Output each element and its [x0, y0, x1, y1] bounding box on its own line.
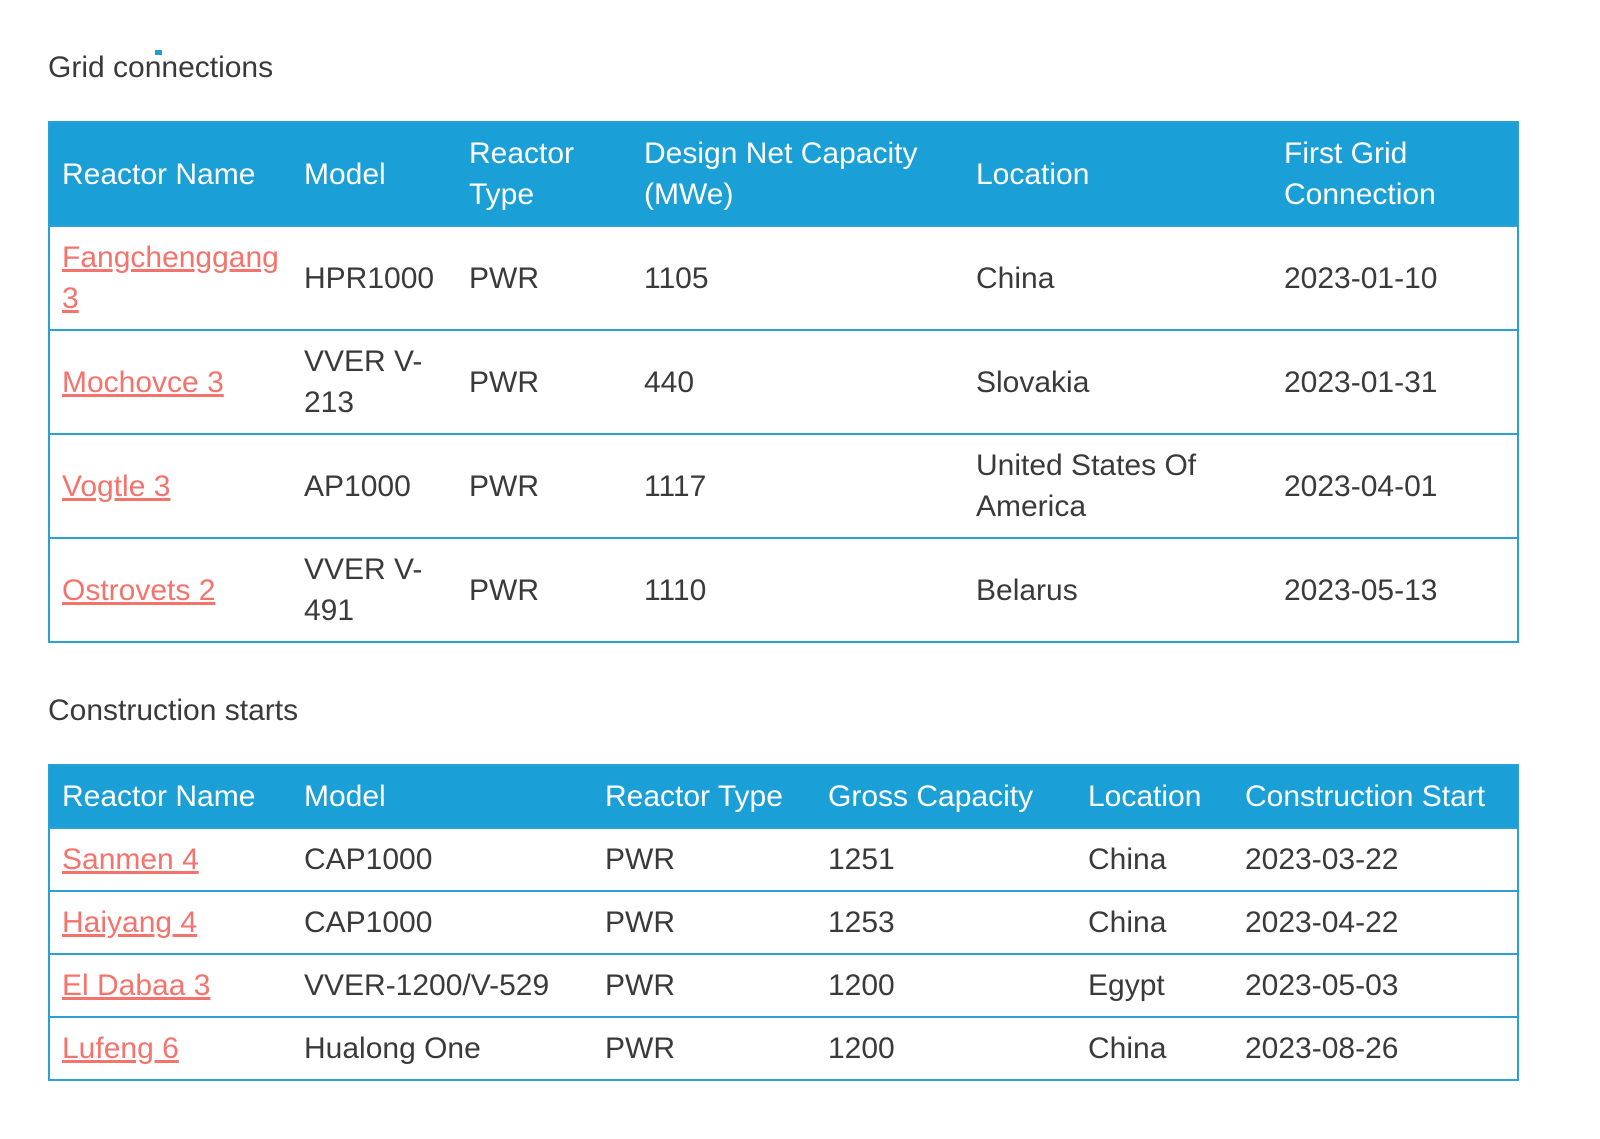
grid-connections-table: Reactor Name Model Reactor Type Design N… [48, 121, 1519, 643]
cell-reactor-name: Mochovce 3 [49, 329, 292, 434]
cell-location: China [1076, 890, 1233, 954]
col-header-construction-start: Construction Start [1233, 765, 1518, 828]
reactor-link[interactable]: Ostrovets 2 [62, 573, 216, 607]
col-header-reactor-name: Reactor Name [49, 765, 292, 828]
cell-date: 2023-04-01 [1272, 433, 1518, 538]
col-header-gross-capacity: Gross Capacity [816, 765, 1076, 828]
table-row: Ostrovets 2 VVER V-491 PWR 1110 Belarus … [49, 537, 1518, 642]
reactor-link[interactable]: Mochovce 3 [62, 365, 224, 399]
header-row: Reactor Name Model Reactor Type Design N… [49, 122, 1518, 226]
cell-capacity: 1200 [816, 1016, 1076, 1080]
grid-connections-table-header: Reactor Name Model Reactor Type Design N… [49, 122, 1518, 226]
cell-capacity: 440 [632, 329, 964, 434]
col-header-design-net-capacity: Design Net Capacity (MWe) [632, 122, 964, 226]
cell-date: 2023-01-10 [1272, 225, 1518, 330]
cell-model: VVER V-491 [292, 537, 457, 642]
grid-connections-heading: Grid connections [48, 51, 274, 84]
cell-date: 2023-05-03 [1233, 953, 1518, 1017]
cell-location: Egypt [1076, 953, 1233, 1017]
cell-date: 2023-03-22 [1233, 827, 1518, 891]
cell-reactor-name: Sanmen 4 [49, 827, 292, 891]
table-row: Vogtle 3 AP1000 PWR 1117 United States O… [49, 433, 1518, 538]
cell-location: United States Of America [964, 433, 1272, 538]
reactor-link[interactable]: El Dabaa 3 [62, 969, 211, 1002]
reactor-link[interactable]: Fangchenggang 3 [62, 241, 279, 315]
cell-capacity: 1200 [816, 953, 1076, 1017]
cell-model: HPR1000 [292, 225, 457, 330]
cell-reactor-type: PWR [457, 433, 632, 538]
cell-model: VVER-1200/V-529 [292, 953, 593, 1017]
construction-starts-heading: Construction starts [48, 694, 299, 727]
reactor-link[interactable]: Vogtle 3 [62, 469, 171, 503]
cell-capacity: 1110 [632, 537, 964, 642]
cell-capacity: 1253 [816, 890, 1076, 954]
cell-location: Belarus [964, 537, 1272, 642]
cell-reactor-type: PWR [457, 537, 632, 642]
cell-date: 2023-05-13 [1272, 537, 1518, 642]
table-row: Mochovce 3 VVER V-213 PWR 440 Slovakia 2… [49, 329, 1518, 434]
cell-model: CAP1000 [292, 827, 593, 891]
cell-reactor-type: PWR [593, 827, 816, 891]
reactor-link[interactable]: Sanmen 4 [62, 843, 199, 876]
section-grid-connections: Grid connections Reactor Name Model Reac… [48, 50, 1600, 643]
cell-reactor-name: Vogtle 3 [49, 433, 292, 538]
cell-reactor-type: PWR [457, 225, 632, 330]
col-header-first-grid-connection: First Grid Connection [1272, 122, 1518, 226]
cell-model: CAP1000 [292, 890, 593, 954]
cell-reactor-type: PWR [457, 329, 632, 434]
cell-location: China [1076, 827, 1233, 891]
table-row: Lufeng 6 Hualong One PWR 1200 China 2023… [49, 1016, 1518, 1080]
cell-reactor-type: PWR [593, 890, 816, 954]
cell-reactor-name: El Dabaa 3 [49, 953, 292, 1017]
cell-date: 2023-01-31 [1272, 329, 1518, 434]
cell-model: VVER V-213 [292, 329, 457, 434]
table-row: El Dabaa 3 VVER-1200/V-529 PWR 1200 Egyp… [49, 953, 1518, 1017]
cell-reactor-type: PWR [593, 953, 816, 1017]
cell-reactor-name: Fangchenggang 3 [49, 225, 292, 330]
construction-starts-table-header: Reactor Name Model Reactor Type Gross Ca… [49, 765, 1518, 828]
header-row: Reactor Name Model Reactor Type Gross Ca… [49, 765, 1518, 828]
clipped-link-fragment[interactable] [155, 50, 162, 55]
cell-reactor-name: Ostrovets 2 [49, 537, 292, 642]
col-header-reactor-type: Reactor Type [593, 765, 816, 828]
reactor-link[interactable]: Haiyang 4 [62, 906, 198, 939]
cell-date: 2023-04-22 [1233, 890, 1518, 954]
cell-model: AP1000 [292, 433, 457, 538]
cell-capacity: 1105 [632, 225, 964, 330]
cell-reactor-type: PWR [593, 1016, 816, 1080]
col-header-reactor-name: Reactor Name [49, 122, 292, 226]
col-header-model: Model [292, 765, 593, 828]
cell-location: China [964, 225, 1272, 330]
cell-capacity: 1117 [632, 433, 964, 538]
cell-location: Slovakia [964, 329, 1272, 434]
cell-reactor-name: Lufeng 6 [49, 1016, 292, 1080]
cell-location: China [1076, 1016, 1233, 1080]
page: Grid connections Reactor Name Model Reac… [0, 50, 1600, 1139]
col-header-reactor-type: Reactor Type [457, 122, 632, 226]
construction-starts-table: Reactor Name Model Reactor Type Gross Ca… [48, 764, 1519, 1081]
cell-date: 2023-08-26 [1233, 1016, 1518, 1080]
reactor-link[interactable]: Lufeng 6 [62, 1032, 179, 1065]
col-header-location: Location [964, 122, 1272, 226]
table-row: Haiyang 4 CAP1000 PWR 1253 China 2023-04… [49, 890, 1518, 954]
section-construction-starts: Construction starts Reactor Name Model R… [48, 693, 1600, 1081]
cell-model: Hualong One [292, 1016, 593, 1080]
cell-reactor-name: Haiyang 4 [49, 890, 292, 954]
cell-capacity: 1251 [816, 827, 1076, 891]
table-row: Sanmen 4 CAP1000 PWR 1251 China 2023-03-… [49, 827, 1518, 891]
col-header-location: Location [1076, 765, 1233, 828]
table-row: Fangchenggang 3 HPR1000 PWR 1105 China 2… [49, 225, 1518, 330]
col-header-model: Model [292, 122, 457, 226]
